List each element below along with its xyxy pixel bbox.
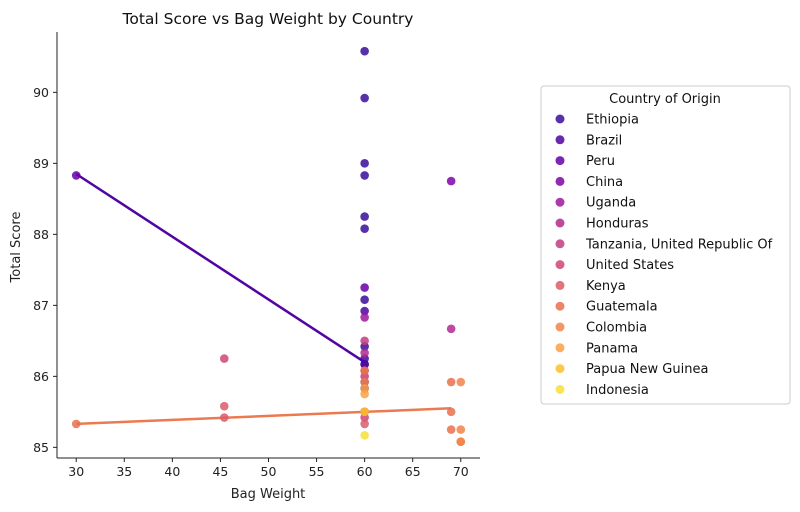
data-point (446, 377, 456, 387)
data-point (71, 171, 81, 180)
legend-marker (555, 135, 565, 145)
data-point (446, 407, 456, 417)
plot-area: 30 35 40 45 50 55 60 65 70 85 86 87 88 89 90 (33, 32, 480, 479)
data-point (360, 407, 369, 417)
data-point (360, 295, 369, 304)
data-point (360, 348, 369, 358)
x-tick-label: 40 (164, 464, 180, 479)
data-point (360, 171, 369, 180)
trend-line (76, 407, 452, 426)
data-point (219, 413, 229, 422)
x-tick-label: 65 (405, 464, 421, 479)
data-point (456, 437, 466, 446)
data-point (219, 354, 229, 363)
data-point (446, 176, 456, 186)
legend-label: Colombia (586, 321, 647, 336)
chart-title: Total Score vs Bag Weight by Country (122, 10, 414, 28)
data-point (360, 224, 369, 233)
data-point (360, 93, 369, 103)
legend-label: Peru (586, 154, 615, 169)
legend-label: Panama (586, 341, 638, 356)
legend-marker (555, 176, 565, 186)
x-tick-label: 50 (261, 464, 277, 479)
y-ticks: 85 86 87 88 89 90 (33, 85, 57, 455)
x-tick-label: 45 (212, 464, 228, 479)
data-point (360, 283, 369, 292)
legend-marker (555, 364, 565, 374)
legend-label: Indonesia (586, 383, 649, 398)
x-tick-label: 60 (357, 464, 373, 479)
x-axis-label: Bag Weight (231, 487, 306, 502)
y-axis-label: Total Score (9, 212, 24, 284)
legend-marker (555, 218, 565, 228)
legend-marker (555, 260, 565, 270)
legend-label: Tanzania, United Republic Of (585, 237, 773, 252)
legend-label: China (586, 175, 623, 190)
legend-label: United States (586, 258, 674, 273)
legend-label: Ethiopia (586, 113, 639, 128)
data-points (71, 46, 466, 446)
data-point (360, 366, 369, 375)
legend-marker (555, 114, 565, 124)
y-tick-label: 87 (33, 298, 49, 313)
y-tick-label: 86 (33, 369, 49, 384)
legend-marker (555, 156, 565, 166)
data-point (456, 425, 466, 434)
legend-marker (555, 301, 565, 311)
data-point (360, 46, 369, 56)
x-tick-label: 30 (68, 464, 84, 479)
trend-lines (75, 172, 452, 426)
legend-marker (555, 239, 565, 249)
data-point (360, 419, 369, 429)
data-point (360, 377, 369, 387)
legend-marker (555, 197, 565, 207)
data-point (71, 419, 81, 429)
x-ticks: 30 35 40 45 50 55 60 65 70 (68, 458, 469, 479)
legend-marker (555, 343, 565, 353)
data-point (360, 336, 369, 346)
x-tick-label: 35 (116, 464, 132, 479)
data-point (360, 359, 369, 369)
legend-label: Papua New Guinea (586, 362, 708, 377)
legend: Country of Origin Ethiopia Brazil Peru Chin… (540, 85, 791, 405)
data-point (360, 313, 369, 322)
legend-title: Country of Origin (609, 92, 721, 107)
data-point (360, 159, 369, 168)
y-tick-label: 89 (33, 156, 49, 171)
legend-label: Guatemala (586, 300, 658, 315)
x-tick-label: 55 (309, 464, 325, 479)
legend-label: Uganda (586, 196, 636, 211)
trend-line (75, 172, 366, 364)
y-tick-label: 85 (33, 440, 49, 455)
data-point (446, 425, 456, 434)
data-point (360, 389, 369, 399)
x-tick-label: 70 (453, 464, 469, 479)
data-point (360, 212, 369, 221)
legend-marker (555, 280, 565, 290)
legend-label: Kenya (586, 279, 626, 294)
data-point (219, 401, 229, 411)
data-point (446, 324, 456, 334)
legend-label: Honduras (586, 217, 649, 232)
data-point (456, 377, 466, 387)
legend-frame (540, 85, 791, 405)
legend-marker (555, 384, 565, 394)
legend-items: Ethiopia Brazil Peru China Uganda Honduras Tan… (555, 113, 773, 398)
legend-marker (555, 322, 565, 332)
data-point (360, 430, 369, 440)
y-tick-label: 90 (33, 85, 49, 100)
data-point (360, 306, 369, 316)
legend-label: Brazil (586, 133, 622, 148)
y-tick-label: 88 (33, 227, 49, 242)
